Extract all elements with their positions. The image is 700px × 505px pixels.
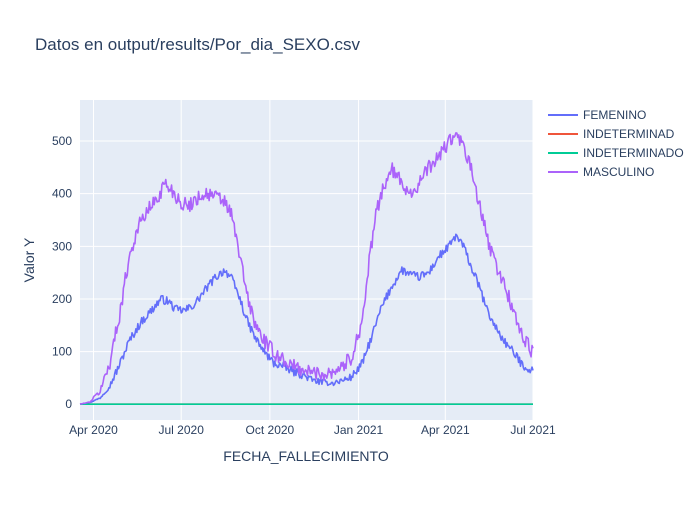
legend-label: INDETERMINADO (583, 146, 684, 160)
series-layer (79, 132, 534, 406)
x-tick-label: Jul 2020 (159, 423, 205, 437)
series-line-femenino[interactable] (79, 233, 534, 406)
x-tick-label: Jan 2021 (334, 423, 384, 437)
y-axis-title: Valor Y (21, 237, 37, 282)
x-tick-label: Oct 2020 (246, 423, 295, 437)
legend-item[interactable]: INDETERMINAD (548, 127, 675, 141)
y-tick-label: 300 (52, 239, 72, 253)
y-tick-labels: 0 100 200 300 400 500 (52, 134, 72, 411)
legend-item[interactable]: INDETERMINADO (548, 146, 684, 160)
x-axis-title: FECHA_FALLECIMIENTO (223, 448, 389, 464)
y-tick-label: 100 (52, 345, 72, 359)
y-tick-label: 400 (52, 187, 72, 201)
y-tick-label: 500 (52, 134, 72, 148)
x-tick-labels: Apr 2020 Jul 2020 Oct 2020 Jan 2021 Apr 2021… (69, 423, 556, 437)
x-tick-label: Apr 2020 (69, 423, 118, 437)
legend[interactable]: FEMENINO INDETERMINAD INDETERMINADO MASCULI… (548, 108, 684, 179)
legend-label: INDETERMINAD (583, 127, 675, 141)
x-tick-label: Apr 2021 (421, 423, 470, 437)
chart-title: Datos en output/results/Por_dia_SEXO.csv (35, 35, 361, 54)
plot-background (80, 100, 533, 420)
x-tick-label: Jul 2021 (510, 423, 556, 437)
legend-item[interactable]: MASCULINO (548, 165, 654, 179)
legend-label: MASCULINO (583, 165, 654, 179)
y-tick-label: 200 (52, 292, 72, 306)
legend-label: FEMENINO (583, 108, 646, 122)
legend-item[interactable]: FEMENINO (548, 108, 646, 122)
y-tick-label: 0 (65, 397, 72, 411)
series-line-masculino[interactable] (79, 132, 534, 405)
